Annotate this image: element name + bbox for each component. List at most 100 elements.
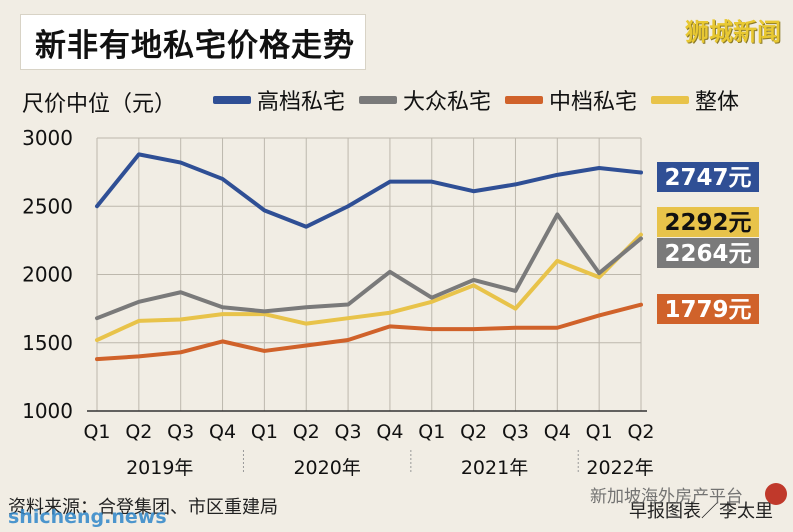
data-point-overall — [179, 318, 183, 322]
legend-label-high: 高档私宅 — [257, 90, 346, 115]
data-point-mass — [472, 278, 476, 282]
end-label-high: 2747元 — [664, 165, 751, 191]
end-label-mid: 1779元 — [664, 297, 751, 323]
data-point-mid — [597, 313, 601, 317]
legend-label-mid: 中档私宅 — [549, 90, 638, 115]
year-label: 2020年 — [293, 457, 360, 479]
data-point-overall — [346, 316, 350, 320]
x-tick-label: Q1 — [83, 421, 110, 443]
data-point-mid — [137, 354, 141, 358]
data-point-overall — [597, 275, 601, 279]
x-tick-label: Q2 — [627, 421, 654, 443]
x-tick-label: Q2 — [125, 421, 152, 443]
data-point-overall — [95, 338, 99, 342]
data-point-high — [472, 189, 476, 193]
data-point-overall — [430, 300, 434, 304]
x-tick-label: Q3 — [167, 421, 194, 443]
y-tick-label: 2500 — [22, 194, 73, 218]
chart-title: 新非有地私宅价格走势 — [35, 27, 355, 64]
data-point-overall — [639, 233, 643, 237]
watermark-badge-icon — [765, 483, 787, 505]
y-tick-label: 3000 — [22, 126, 73, 150]
data-point-overall — [137, 319, 141, 323]
end-label-bg-mid — [657, 294, 759, 324]
data-point-high — [555, 173, 559, 177]
y-axis-label: 尺价中位（元） — [22, 92, 177, 117]
data-point-mass — [95, 316, 99, 320]
data-point-high — [137, 152, 141, 156]
end-label-bg-mass — [657, 238, 759, 268]
legend-item-overall: 整体 — [651, 84, 739, 116]
data-point-mid — [346, 338, 350, 342]
data-point-mass — [388, 270, 392, 274]
data-point-mid — [430, 327, 434, 331]
data-point-mass — [555, 212, 559, 216]
legend-swatch-overall — [651, 96, 690, 104]
series-line-high — [95, 152, 643, 229]
legend-label-overall: 整体 — [695, 90, 740, 115]
legend-item-high: 高档私宅 — [213, 84, 345, 116]
data-point-high — [221, 177, 225, 181]
data-point-mass — [639, 236, 643, 240]
chart-title-box: 新非有地私宅价格走势 — [20, 14, 366, 70]
data-point-mass — [221, 305, 225, 309]
data-point-mid — [95, 357, 99, 361]
data-point-high — [346, 204, 350, 208]
data-point-mid — [513, 326, 517, 330]
data-point-high — [513, 182, 517, 186]
data-point-mid — [472, 327, 476, 331]
series-line-overall — [95, 232, 643, 343]
data-point-mid — [262, 349, 266, 353]
data-point-mid — [221, 339, 225, 343]
x-tick-label: Q3 — [335, 421, 362, 443]
data-point-high — [179, 161, 183, 165]
data-point-overall — [472, 283, 476, 287]
data-point-mass — [346, 303, 350, 307]
brand-logo-text: 狮城新闻 — [685, 18, 781, 46]
watermark-left: shicheng.news — [8, 506, 167, 528]
legend-swatch-high — [213, 96, 251, 104]
data-point-mass — [137, 300, 141, 304]
end-label-overall: 2292元 — [664, 210, 751, 236]
x-tick-label: Q2 — [460, 421, 487, 443]
data-point-high — [304, 225, 308, 229]
data-point-mass — [597, 271, 601, 275]
chart-legend: 高档私宅 大众私宅 中档私宅 整体 — [213, 84, 753, 116]
credit-note: 早报图表／李太里 — [629, 501, 773, 522]
series-line-mid — [95, 302, 643, 362]
x-tick-label: Q3 — [502, 421, 529, 443]
watermark-right: 新加坡海外房产平台 — [590, 487, 743, 507]
y-tick-label: 2000 — [22, 263, 73, 287]
x-tick-label: Q2 — [293, 421, 320, 443]
end-label-bg-overall — [657, 207, 759, 237]
source-note: 资料来源：合登集团、市区重建局 — [8, 497, 278, 518]
x-tick-label: Q1 — [586, 421, 613, 443]
legend-item-mid: 中档私宅 — [505, 84, 637, 116]
data-point-mass — [179, 290, 183, 294]
data-point-high — [388, 180, 392, 184]
year-label: 2022年 — [586, 457, 653, 479]
data-point-high — [639, 171, 643, 175]
series-line-mass — [95, 212, 643, 321]
legend-swatch-mass — [359, 96, 398, 104]
data-point-mid — [639, 303, 643, 307]
data-point-overall — [555, 259, 559, 263]
data-point-mid — [179, 350, 183, 354]
data-point-mass — [430, 296, 434, 300]
data-point-overall — [304, 322, 308, 326]
data-point-overall — [388, 311, 392, 315]
data-point-mass — [262, 309, 266, 313]
x-tick-label: Q4 — [544, 421, 571, 443]
data-point-mid — [555, 326, 559, 330]
data-point-high — [95, 204, 99, 208]
data-point-mass — [513, 289, 517, 293]
legend-label-mass: 大众私宅 — [403, 90, 492, 115]
year-label: 2019年 — [126, 457, 193, 479]
x-tick-label: Q1 — [418, 421, 445, 443]
data-point-high — [262, 208, 266, 212]
data-point-high — [597, 166, 601, 170]
y-tick-label: 1000 — [22, 399, 73, 423]
data-point-overall — [513, 307, 517, 311]
legend-swatch-mid — [505, 96, 544, 104]
